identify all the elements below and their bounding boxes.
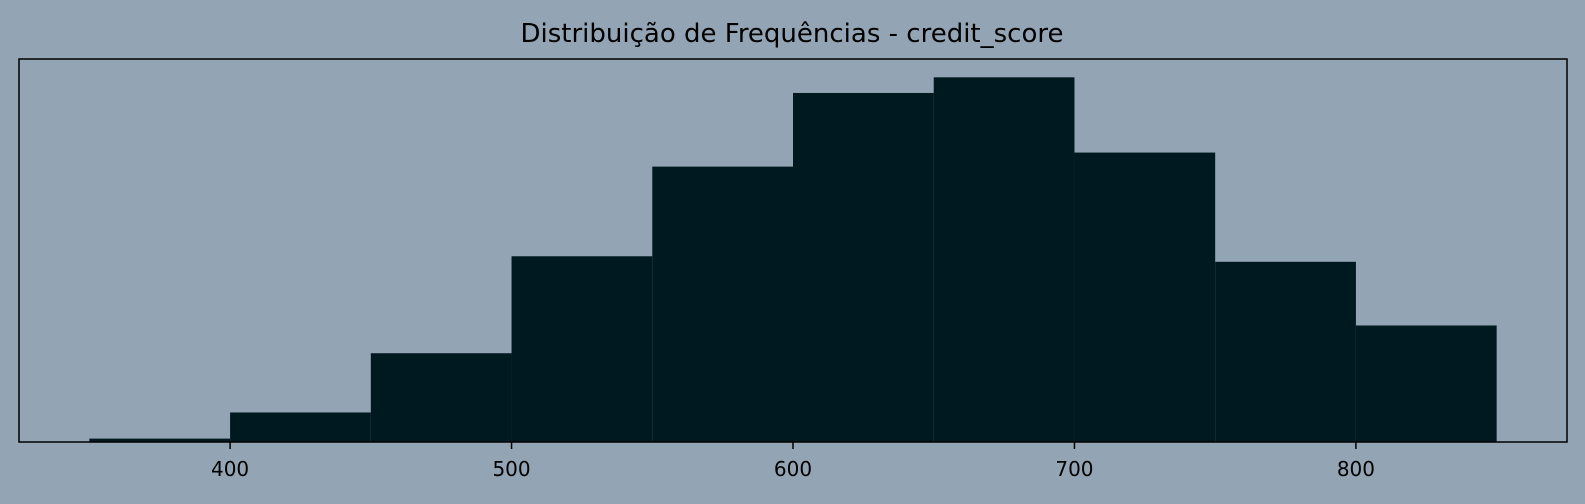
histogram-bar-800-850	[1355, 325, 1497, 442]
histogram-bar-500-550	[511, 256, 653, 442]
x-tick-label-800: 800	[1337, 457, 1375, 481]
histogram-bar-750-800	[1215, 261, 1356, 442]
histogram-bar-350-400	[89, 438, 231, 442]
histogram-bar-600-650	[793, 92, 934, 443]
x-tick-label-500: 500	[492, 457, 530, 481]
bars-group	[89, 77, 1497, 443]
histogram-bar-450-500	[370, 353, 512, 442]
histogram-bar-700-750	[1074, 152, 1216, 442]
histogram-bar-650-700	[933, 77, 1075, 442]
x-tick-label-700: 700	[1055, 457, 1093, 481]
histogram-bar-400-450	[230, 412, 371, 442]
x-tick-label-400: 400	[211, 457, 249, 481]
x-axis-ticks: 400 500 600 700 800	[211, 442, 1375, 481]
chart-title: Distribuição de Frequências - credit_sco…	[520, 19, 1063, 49]
histogram-bar-550-600	[652, 166, 793, 442]
x-tick-label-600: 600	[774, 457, 812, 481]
